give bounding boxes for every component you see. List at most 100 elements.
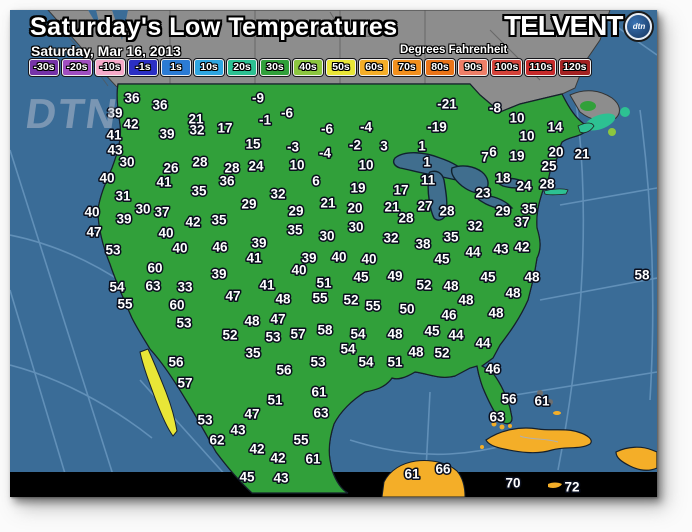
temp-label: 19: [509, 149, 524, 164]
temp-label: 40: [158, 226, 173, 241]
temp-label: 31: [115, 189, 131, 204]
temp-label: 27: [417, 199, 432, 214]
temp-label: 28: [192, 155, 208, 170]
legend-item-1s: 1s: [161, 59, 191, 76]
temp-label: 41: [106, 128, 122, 143]
legend-item-120s: 120s: [559, 59, 591, 76]
temp-label: 7: [481, 150, 489, 165]
temp-label: 50: [399, 302, 414, 317]
temp-label: 1: [423, 155, 431, 170]
temp-label: 23: [475, 186, 491, 201]
temp-label: 72: [564, 480, 579, 495]
temp-label: 42: [514, 240, 529, 255]
temp-label: -9: [252, 91, 264, 106]
temp-label: 39: [107, 106, 122, 121]
yucatan: [381, 460, 466, 497]
legend-item-10s: 10s: [194, 59, 224, 76]
temp-label: 47: [225, 289, 240, 304]
temp-label: 43: [107, 143, 123, 158]
temp-label: 54: [340, 342, 356, 357]
temp-label: 49: [387, 269, 402, 284]
temp-label: 53: [265, 330, 281, 345]
temp-label: 45: [353, 270, 369, 285]
temp-label: 3: [380, 139, 388, 154]
temp-label: 28: [398, 211, 414, 226]
temp-label: 21: [188, 112, 204, 127]
temp-label: 40: [84, 205, 99, 220]
legend-item-110s: 110s: [525, 59, 557, 76]
brand-text: TELVENT: [504, 10, 623, 41]
long-island: [543, 188, 569, 196]
temp-label: 47: [244, 407, 259, 422]
temp-label: 40: [331, 250, 346, 265]
temp-label: 58: [317, 323, 333, 338]
temp-label: 55: [117, 297, 133, 312]
temp-label: -6: [281, 106, 293, 121]
temp-label: -8: [489, 101, 501, 116]
legend-item-60s: 60s: [359, 59, 389, 76]
temp-label: 60: [169, 298, 184, 313]
date-label: Saturday, Mar 16, 2013: [31, 43, 181, 59]
legend-item-50s: 50s: [326, 59, 356, 76]
temp-label: 44: [465, 245, 481, 260]
temp-label: 35: [443, 230, 459, 245]
temp-label: 47: [86, 225, 101, 240]
temp-label: 45: [480, 270, 496, 285]
temp-label: 48: [443, 279, 459, 294]
page-title: Saturday's Low Temperatures: [30, 13, 398, 41]
legend-item-20s: 20s: [227, 59, 257, 76]
temp-label: 52: [416, 278, 431, 293]
temp-label: 14: [547, 120, 563, 135]
temp-label: 24: [248, 159, 264, 174]
temp-label: -6: [321, 122, 333, 137]
temp-label: 53: [176, 316, 192, 331]
temp-label: 44: [448, 328, 464, 343]
temp-label: 1: [418, 139, 426, 154]
baja-peninsula: [139, 348, 178, 437]
temp-label: 29: [495, 204, 510, 219]
temp-label: 70: [505, 476, 520, 491]
temp-label: 21: [320, 196, 336, 211]
temp-label: 55: [293, 433, 309, 448]
temp-label: 56: [168, 355, 184, 370]
temp-label: 20: [548, 145, 563, 160]
temp-label: 10: [519, 129, 534, 144]
temp-label: 32: [189, 123, 204, 138]
temp-label: 43: [493, 242, 509, 257]
temp-label: 48: [408, 345, 424, 360]
temp-label: 35: [191, 184, 207, 199]
temp-label: 45: [424, 324, 440, 339]
temp-label: 39: [301, 251, 316, 266]
temp-label: 37: [154, 205, 169, 220]
dtn-badge-icon: dtn: [625, 12, 653, 40]
temp-label: 63: [313, 406, 329, 421]
temp-label: 66: [435, 462, 451, 477]
temp-label: 57: [177, 376, 192, 391]
legend-item-80s: 80s: [425, 59, 455, 76]
legend-item--10s: -10s: [95, 59, 125, 76]
temp-label: 35: [287, 223, 303, 238]
temp-label: -21: [437, 97, 457, 112]
temp-label: 48: [275, 292, 291, 307]
temp-label: 61: [404, 467, 420, 482]
temp-label: 30: [319, 229, 334, 244]
temp-label: 46: [485, 362, 501, 377]
temp-label: 18: [495, 171, 511, 186]
temp-label: 32: [467, 219, 482, 234]
cape-cod: [577, 122, 595, 134]
temp-label: 39: [116, 212, 131, 227]
temp-label: 61: [311, 385, 327, 400]
temp-label: 61: [534, 394, 550, 409]
temp-label: 6: [489, 145, 497, 160]
map-window: 36 36 39 42 21 32 17 41 39 43 30 28 26 28 40 41 36 35 31 30…: [10, 10, 657, 497]
temp-label: 30: [119, 155, 134, 170]
temp-label: 17: [393, 183, 408, 198]
temp-label: 10: [509, 111, 524, 126]
temp-label: 28: [539, 177, 555, 192]
temp-label: 48: [387, 327, 403, 342]
temp-label: 21: [384, 200, 400, 215]
temp-label: 38: [415, 237, 431, 252]
